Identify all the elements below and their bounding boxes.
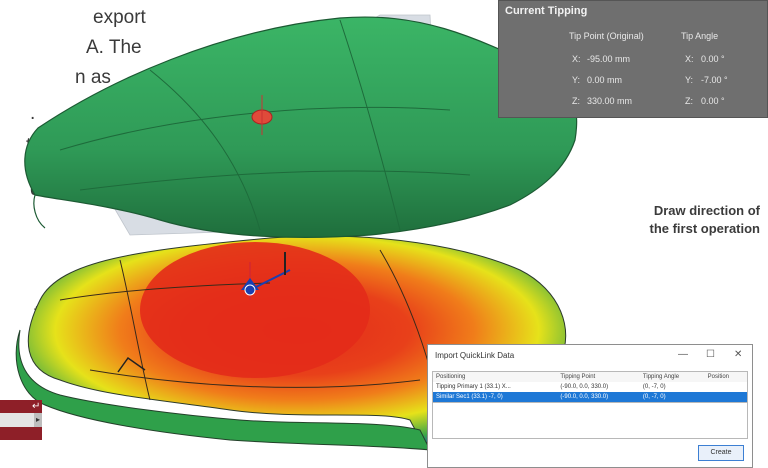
minimize-button[interactable]: — <box>678 349 688 360</box>
table-row[interactable]: Tipping Primary 1 (33.1) X... (-90.0, 0.… <box>433 382 748 392</box>
angle-value: 0.00 ° <box>701 96 725 106</box>
table-cell: Tipping Primary 1 (33.1) X... <box>436 384 511 390</box>
tip-point-header: Tip Point (Original) <box>569 31 644 41</box>
return-icon[interactable]: ↵ <box>32 401 41 412</box>
angle-axis-label: Y: <box>685 75 694 85</box>
table-cell: Similar Sec1 (33.1) -7, 0) <box>432 392 558 403</box>
input-field[interactable] <box>0 413 34 427</box>
tip-angle-header: Tip Angle <box>681 31 719 41</box>
column-header[interactable]: Tipping Angle <box>639 371 705 382</box>
figure-caption: Draw direction of the first operation <box>560 202 760 238</box>
point-axis-label: Z: <box>572 96 580 106</box>
text-fragment: n as <box>75 67 111 88</box>
text-fragment: export <box>93 7 146 28</box>
angle-value: 0.00 ° <box>701 54 725 64</box>
point-value: -95.00 mm <box>587 54 631 64</box>
text-fragment: . <box>30 103 36 124</box>
tipping-point-marker[interactable] <box>251 95 273 135</box>
dialog-title: Import QuickLink Data <box>435 351 515 360</box>
current-tipping-panel: Current Tipping Tip Point (Original) Tip… <box>498 0 768 118</box>
positioning-table: Positioning Tipping Point Tipping Angle … <box>432 371 748 403</box>
table-cell: (-90.0, 0.0, 330.0) <box>560 384 609 390</box>
point-value: 0.00 mm <box>587 75 623 85</box>
text-fragment: A. The <box>86 37 142 58</box>
panel-title: Current Tipping <box>505 5 588 17</box>
create-button[interactable]: Create <box>698 445 744 461</box>
angle-axis-label: Z: <box>685 96 693 106</box>
table-cell: (0, -7, 0) <box>642 384 666 390</box>
upper-part-green <box>24 16 578 238</box>
table-cell: (0, -7, 0) <box>639 392 705 403</box>
table-cell <box>704 392 748 403</box>
point-axis-label: Y: <box>572 75 581 85</box>
table-row-selected[interactable]: Similar Sec1 (33.1) -7, 0) (-90.0, 0.0, … <box>432 392 748 403</box>
cropped-ui-panel: ↵ ▸ <box>0 400 42 440</box>
column-header[interactable]: Positioning <box>432 371 558 382</box>
table-cell <box>705 382 748 392</box>
angle-value: -7.00 ° <box>701 75 728 85</box>
close-button[interactable]: ✕ <box>734 349 743 360</box>
table-cell: (-90.0, 0.0, 330.0) <box>557 392 640 403</box>
point-value: 330.00 mm <box>587 96 633 106</box>
caption-line: Draw direction of <box>653 203 760 218</box>
column-header[interactable]: Tipping Point <box>557 371 640 382</box>
caption-line: the first operation <box>649 221 760 236</box>
column-header[interactable]: Position <box>704 371 748 382</box>
browse-button[interactable]: ▸ <box>34 413 42 427</box>
draw-direction-axis[interactable] <box>241 252 291 300</box>
angle-axis-label: X: <box>685 54 694 64</box>
maximize-button[interactable]: ☐ <box>706 349 715 360</box>
import-quicklink-dialog: Import QuickLink Data — ☐ ✕ Positioning … <box>427 344 753 468</box>
point-axis-label: X: <box>572 54 581 64</box>
